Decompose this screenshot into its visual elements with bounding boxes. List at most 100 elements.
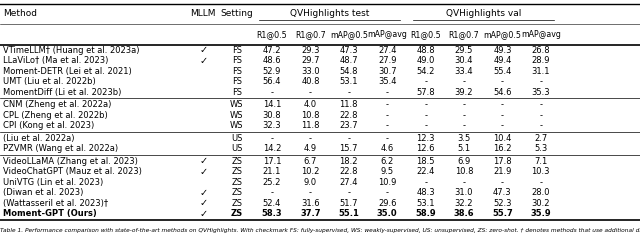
Text: 22.8: 22.8 (340, 167, 358, 176)
Text: UMT (Liu et al. 2022b): UMT (Liu et al. 2022b) (3, 77, 96, 86)
Text: 21.1: 21.1 (263, 167, 281, 176)
Text: 18.5: 18.5 (417, 157, 435, 166)
Text: PZVMR (Wang et al. 2022a): PZVMR (Wang et al. 2022a) (3, 144, 118, 153)
Text: 31.6: 31.6 (301, 199, 320, 208)
Text: 7.1: 7.1 (534, 157, 547, 166)
Text: 29.3: 29.3 (301, 46, 319, 55)
Text: R1@0.7: R1@0.7 (449, 30, 479, 39)
Text: MLLM: MLLM (191, 9, 216, 18)
Text: -: - (463, 111, 465, 120)
Text: (Diwan et al. 2023): (Diwan et al. 2023) (3, 188, 84, 197)
Text: FS: FS (232, 88, 242, 97)
Text: QVHighlights val: QVHighlights val (445, 9, 521, 18)
Text: 6.7: 6.7 (304, 157, 317, 166)
Text: -: - (501, 178, 504, 187)
Text: -: - (501, 77, 504, 86)
Text: 52.4: 52.4 (263, 199, 281, 208)
Text: 27.4: 27.4 (340, 178, 358, 187)
Text: -: - (540, 111, 542, 120)
Text: FS: FS (232, 67, 242, 76)
Text: 15.7: 15.7 (340, 144, 358, 153)
Text: R1@0.5: R1@0.5 (257, 30, 287, 39)
Text: ZS: ZS (231, 199, 243, 208)
Text: -: - (424, 111, 427, 120)
Text: (Liu et al. 2022a): (Liu et al. 2022a) (3, 134, 75, 143)
Text: 14.1: 14.1 (263, 100, 281, 109)
Text: ZS: ZS (231, 178, 243, 187)
Text: 22.4: 22.4 (417, 167, 435, 176)
Text: 31.0: 31.0 (455, 188, 473, 197)
Text: 51.7: 51.7 (340, 199, 358, 208)
Text: 18.2: 18.2 (340, 157, 358, 166)
Text: -: - (386, 88, 388, 97)
Text: WS: WS (230, 122, 244, 130)
Text: LLaViLo† (Ma et al. 2023): LLaViLo† (Ma et al. 2023) (3, 56, 109, 65)
Text: 55.7: 55.7 (492, 209, 513, 218)
Text: 40.8: 40.8 (301, 77, 319, 86)
Text: mAP@0.5: mAP@0.5 (483, 30, 522, 39)
Text: FS: FS (232, 46, 242, 55)
Text: 10.8: 10.8 (455, 167, 473, 176)
Text: -: - (424, 77, 427, 86)
Text: 38.6: 38.6 (454, 209, 474, 218)
Text: 6.9: 6.9 (458, 157, 470, 166)
Text: -: - (309, 88, 312, 97)
Text: 52.9: 52.9 (263, 67, 281, 76)
Text: Table 1. Performance comparison with state-of-the-art methods on QVHighlights. W: Table 1. Performance comparison with sta… (0, 228, 640, 234)
Text: -: - (463, 122, 465, 130)
Text: 10.9: 10.9 (378, 178, 396, 187)
Text: 33.0: 33.0 (301, 67, 320, 76)
Text: ✓: ✓ (199, 45, 207, 55)
Text: 57.8: 57.8 (416, 88, 435, 97)
Text: Moment-GPT (Ours): Moment-GPT (Ours) (3, 209, 97, 218)
Text: VTimeLLM† (Huang et al. 2023a): VTimeLLM† (Huang et al. 2023a) (3, 46, 140, 55)
Text: 30.7: 30.7 (378, 67, 397, 76)
Text: 9.0: 9.0 (304, 178, 317, 187)
Text: 16.2: 16.2 (493, 144, 511, 153)
Text: 39.2: 39.2 (455, 88, 473, 97)
Text: 2.7: 2.7 (534, 134, 547, 143)
Text: 26.8: 26.8 (531, 46, 550, 55)
Text: R1@0.5: R1@0.5 (410, 30, 441, 39)
Text: 54.2: 54.2 (417, 67, 435, 76)
Text: 10.3: 10.3 (532, 167, 550, 176)
Text: 4.9: 4.9 (304, 144, 317, 153)
Text: ZS: ZS (231, 188, 243, 197)
Text: -: - (424, 122, 427, 130)
Text: -: - (386, 134, 388, 143)
Text: 56.4: 56.4 (263, 77, 281, 86)
Text: mAP@avg: mAP@avg (367, 30, 407, 39)
Text: 32.2: 32.2 (455, 199, 473, 208)
Text: -: - (501, 122, 504, 130)
Text: mAP@0.5: mAP@0.5 (330, 30, 368, 39)
Text: 31.1: 31.1 (532, 67, 550, 76)
Text: 35.4: 35.4 (378, 77, 396, 86)
Text: 4.6: 4.6 (381, 144, 394, 153)
Text: CPL (Zheng et al. 2022b): CPL (Zheng et al. 2022b) (3, 111, 108, 120)
Text: -: - (540, 178, 542, 187)
Text: -: - (424, 100, 427, 109)
Text: -: - (271, 188, 273, 197)
Text: UniVTG (Lin et al. 2023): UniVTG (Lin et al. 2023) (3, 178, 104, 187)
Text: 48.3: 48.3 (416, 188, 435, 197)
Text: 25.2: 25.2 (263, 178, 281, 187)
Text: 9.5: 9.5 (381, 167, 394, 176)
Text: Moment-DETR (Lei et al. 2021): Moment-DETR (Lei et al. 2021) (3, 67, 132, 76)
Text: 54.8: 54.8 (340, 67, 358, 76)
Text: 32.3: 32.3 (262, 122, 282, 130)
Text: -: - (386, 122, 388, 130)
Text: US: US (231, 134, 243, 143)
Text: 10.4: 10.4 (493, 134, 511, 143)
Text: 49.0: 49.0 (417, 56, 435, 65)
Text: 35.0: 35.0 (377, 209, 397, 218)
Text: 47.2: 47.2 (263, 46, 281, 55)
Text: 49.4: 49.4 (493, 56, 511, 65)
Text: ZS: ZS (231, 167, 243, 176)
Text: 53.1: 53.1 (340, 77, 358, 86)
Text: R1@0.7: R1@0.7 (295, 30, 326, 39)
Text: 23.7: 23.7 (339, 122, 358, 130)
Text: 52.3: 52.3 (493, 199, 511, 208)
Text: 11.8: 11.8 (340, 100, 358, 109)
Text: -: - (501, 100, 504, 109)
Text: ✓: ✓ (199, 156, 207, 166)
